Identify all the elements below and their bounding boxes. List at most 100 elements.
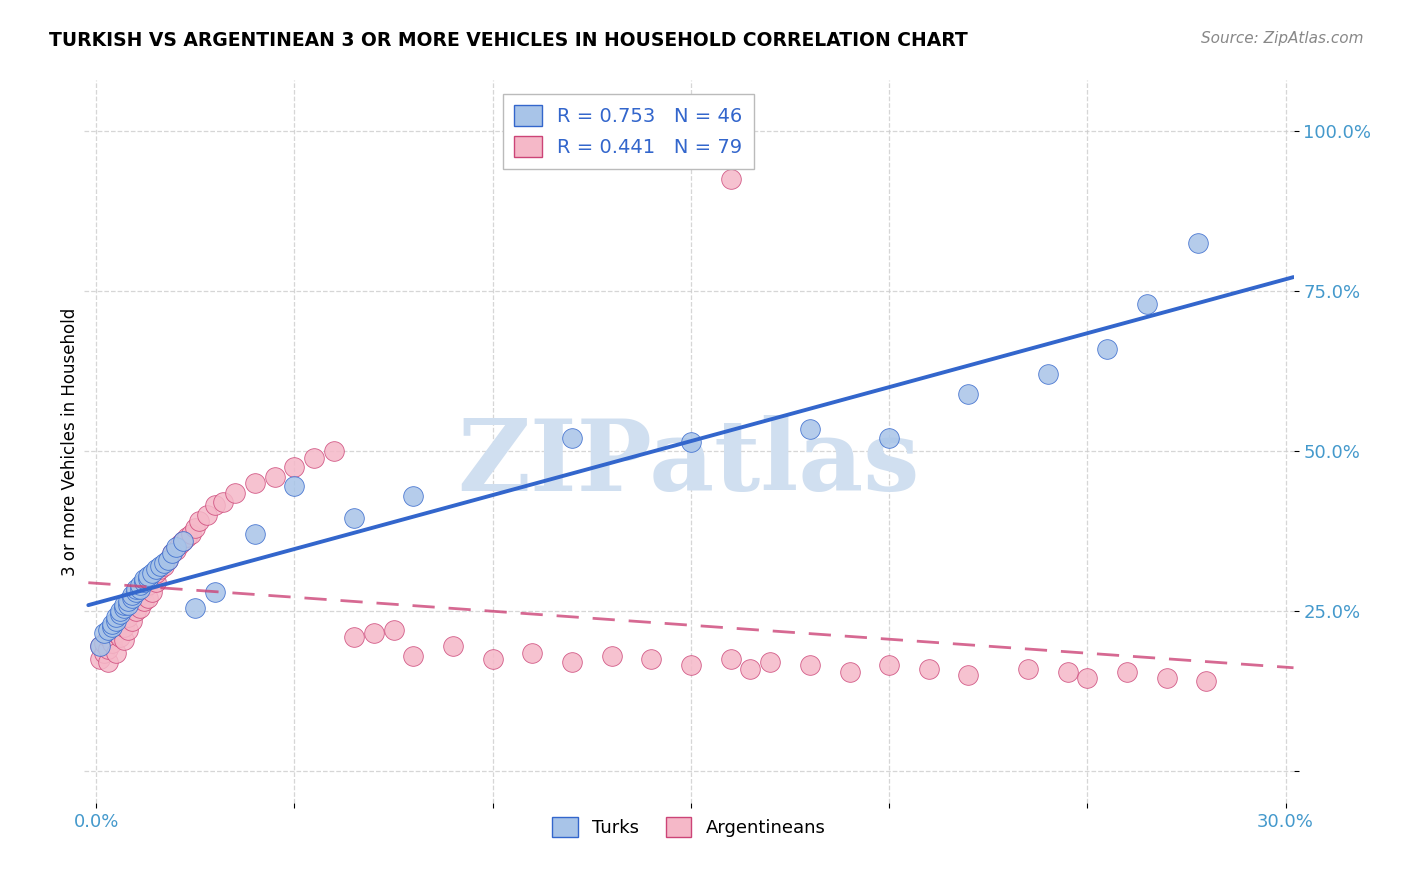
Point bbox=[600, 648, 623, 663]
Point bbox=[136, 578, 159, 592]
Point bbox=[441, 639, 464, 653]
Point bbox=[93, 636, 115, 650]
Point bbox=[121, 591, 143, 606]
Point bbox=[89, 639, 111, 653]
Point bbox=[101, 623, 124, 637]
Point bbox=[132, 575, 155, 590]
Point bbox=[141, 572, 163, 586]
Point bbox=[799, 422, 821, 436]
Point bbox=[112, 620, 135, 634]
Point bbox=[172, 533, 194, 548]
Point bbox=[561, 655, 583, 669]
Point bbox=[145, 562, 167, 576]
Point bbox=[759, 655, 782, 669]
Point bbox=[93, 626, 115, 640]
Point bbox=[128, 588, 150, 602]
Point bbox=[679, 434, 702, 449]
Point bbox=[117, 594, 139, 608]
Point bbox=[1036, 368, 1059, 382]
Point bbox=[957, 668, 980, 682]
Point bbox=[132, 582, 155, 596]
Point bbox=[149, 562, 172, 576]
Point bbox=[481, 652, 503, 666]
Point bbox=[363, 626, 385, 640]
Point bbox=[402, 489, 425, 503]
Point bbox=[117, 623, 139, 637]
Point bbox=[105, 614, 128, 628]
Text: ZIPatlas: ZIPatlas bbox=[458, 415, 920, 512]
Point bbox=[877, 658, 900, 673]
Point bbox=[156, 553, 179, 567]
Point bbox=[799, 658, 821, 673]
Point bbox=[121, 614, 143, 628]
Point bbox=[108, 616, 131, 631]
Point bbox=[679, 658, 702, 673]
Text: TURKISH VS ARGENTINEAN 3 OR MORE VEHICLES IN HOUSEHOLD CORRELATION CHART: TURKISH VS ARGENTINEAN 3 OR MORE VEHICLE… bbox=[49, 31, 967, 50]
Point bbox=[125, 604, 148, 618]
Point bbox=[169, 537, 191, 551]
Point bbox=[105, 610, 128, 624]
Point bbox=[640, 652, 662, 666]
Point bbox=[561, 431, 583, 445]
Point bbox=[180, 527, 202, 541]
Point bbox=[1136, 297, 1159, 311]
Point bbox=[97, 630, 120, 644]
Point bbox=[1195, 674, 1218, 689]
Point bbox=[89, 652, 111, 666]
Point bbox=[152, 559, 174, 574]
Point bbox=[176, 531, 198, 545]
Point bbox=[204, 499, 226, 513]
Point bbox=[108, 630, 131, 644]
Point bbox=[136, 591, 159, 606]
Point bbox=[522, 646, 544, 660]
Point bbox=[105, 626, 128, 640]
Point bbox=[108, 607, 131, 622]
Point bbox=[877, 431, 900, 445]
Point bbox=[105, 620, 128, 634]
Point bbox=[184, 521, 207, 535]
Point bbox=[343, 511, 366, 525]
Point bbox=[1017, 661, 1039, 675]
Point bbox=[101, 616, 124, 631]
Point bbox=[323, 444, 346, 458]
Point bbox=[145, 566, 167, 580]
Point bbox=[121, 598, 143, 612]
Point bbox=[957, 386, 980, 401]
Point bbox=[101, 636, 124, 650]
Point bbox=[343, 630, 366, 644]
Point bbox=[145, 575, 167, 590]
Point bbox=[382, 623, 405, 637]
Point bbox=[136, 572, 159, 586]
Point bbox=[283, 479, 305, 493]
Point bbox=[304, 450, 326, 465]
Y-axis label: 3 or more Vehicles in Household: 3 or more Vehicles in Household bbox=[62, 308, 80, 575]
Point bbox=[149, 559, 172, 574]
Point bbox=[121, 588, 143, 602]
Point bbox=[1187, 236, 1209, 251]
Point bbox=[402, 648, 425, 663]
Point bbox=[165, 543, 187, 558]
Point bbox=[1095, 342, 1118, 356]
Point bbox=[108, 604, 131, 618]
Point bbox=[160, 546, 183, 560]
Point bbox=[125, 582, 148, 596]
Point bbox=[128, 578, 150, 592]
Point bbox=[97, 655, 120, 669]
Point bbox=[165, 540, 187, 554]
Point bbox=[89, 639, 111, 653]
Point bbox=[283, 460, 305, 475]
Point bbox=[156, 553, 179, 567]
Point bbox=[128, 600, 150, 615]
Point bbox=[101, 620, 124, 634]
Point bbox=[132, 572, 155, 586]
Point bbox=[243, 527, 266, 541]
Point bbox=[141, 584, 163, 599]
Point bbox=[1156, 671, 1178, 685]
Point bbox=[125, 591, 148, 606]
Point bbox=[720, 172, 742, 186]
Point bbox=[720, 652, 742, 666]
Legend: Turks, Argentineans: Turks, Argentineans bbox=[546, 810, 832, 845]
Point bbox=[172, 533, 194, 548]
Point bbox=[195, 508, 218, 522]
Point bbox=[105, 646, 128, 660]
